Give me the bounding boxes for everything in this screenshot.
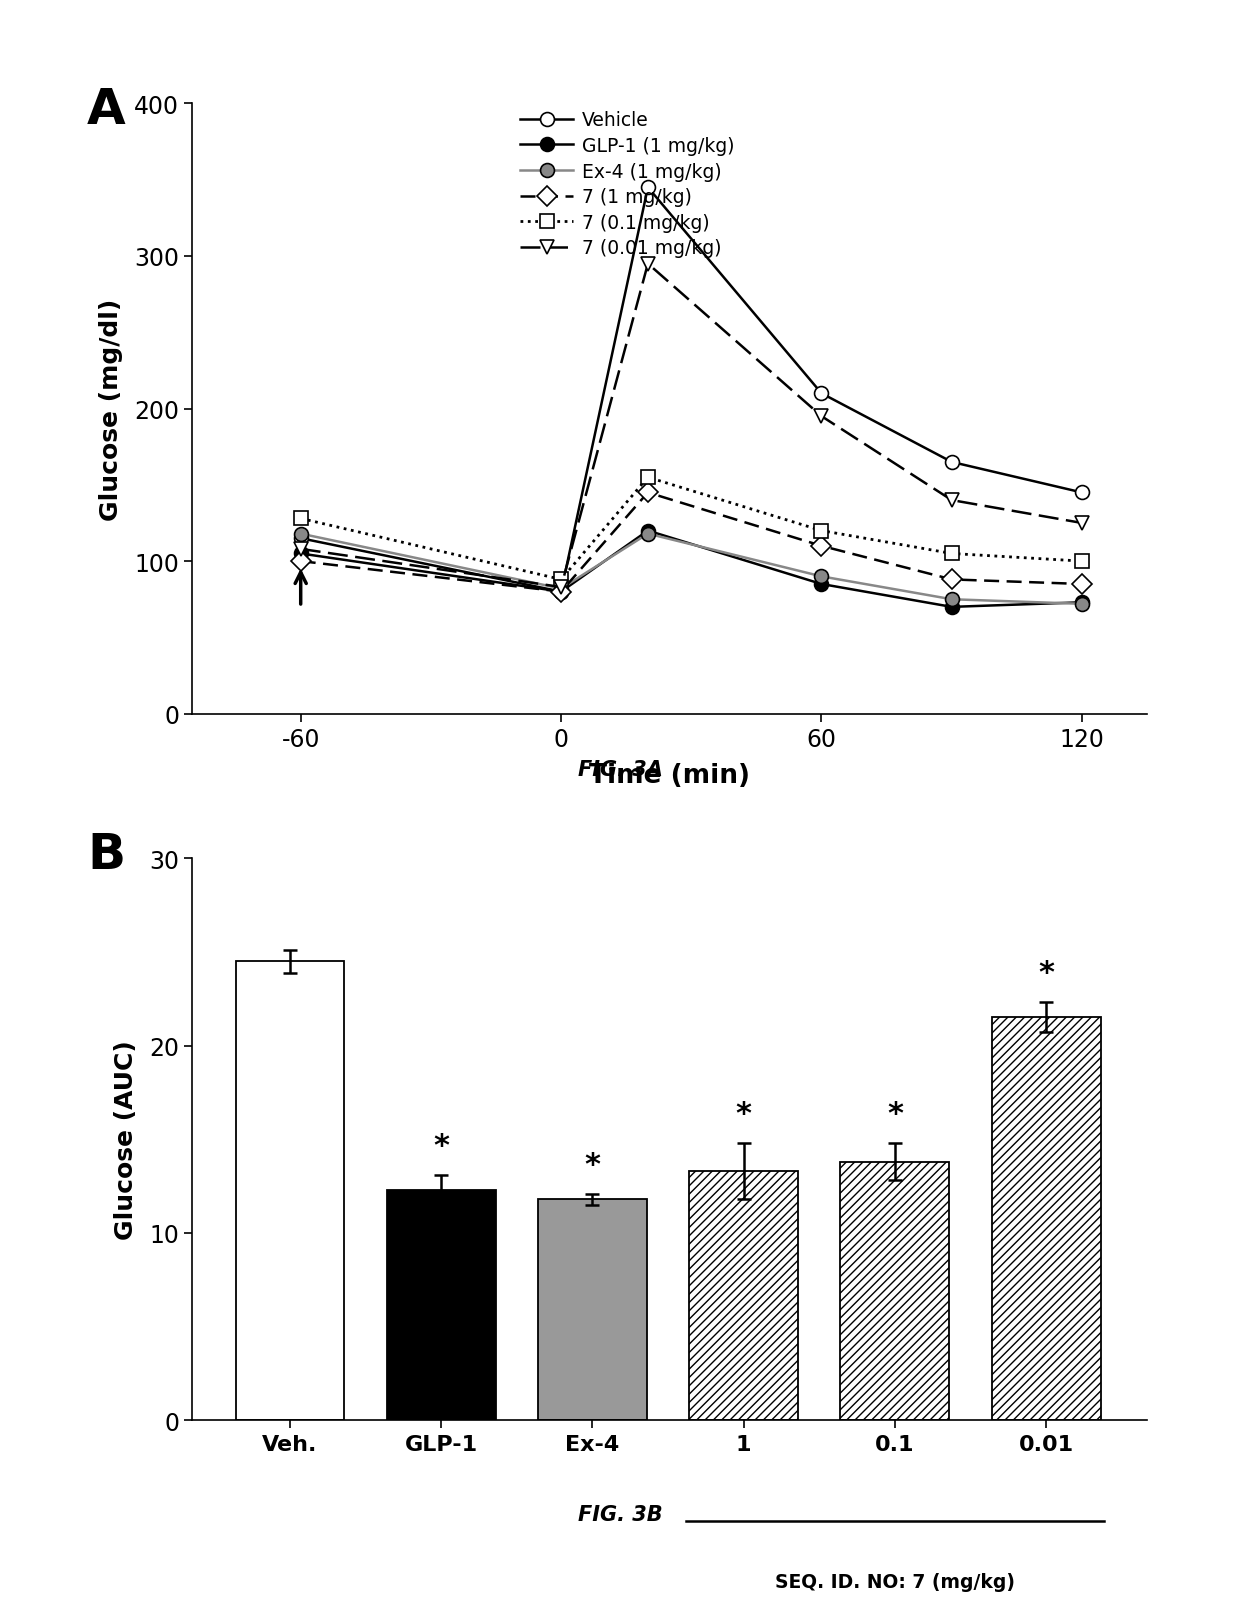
Ex-4 (1 mg/kg) (944, 591, 959, 610)
Legend: Vehicle, GLP-1 (1 mg/kg), Ex-4 (1 mg/kg), 7 (1 mg/kg), 7 (0.1 mg/kg), 7 (0.01 mg: Vehicle, GLP-1 (1 mg/kg), Ex-4 (1 mg/kg)… (517, 108, 739, 262)
7 (1 mg/kg) (1074, 575, 1089, 594)
7 (0.01 mg/kg) (1074, 514, 1089, 533)
Text: B: B (87, 831, 125, 878)
Bar (387, 1191, 496, 1420)
Text: *: * (735, 1099, 751, 1128)
Y-axis label: Glucose (mg/dl): Glucose (mg/dl) (99, 299, 123, 520)
7 (1 mg/kg) (640, 483, 655, 502)
7 (0.1 mg/kg) (1074, 552, 1089, 571)
7 (0.1 mg/kg) (553, 570, 568, 589)
Text: FIG. 3A: FIG. 3A (578, 759, 662, 778)
GLP-1 (1 mg/kg) (1074, 594, 1089, 613)
GLP-1 (1 mg/kg) (640, 522, 655, 541)
Text: *: * (433, 1132, 449, 1160)
Text: FIG. 3B: FIG. 3B (578, 1504, 662, 1523)
Vehicle (553, 583, 568, 602)
Text: *: * (1038, 958, 1054, 987)
Bar (689, 1172, 799, 1420)
Ex-4 (1 mg/kg) (293, 525, 308, 544)
Bar (841, 1162, 950, 1420)
7 (0.1 mg/kg) (293, 509, 308, 528)
Ex-4 (1 mg/kg) (1074, 595, 1089, 615)
Line: 7 (0.01 mg/kg): 7 (0.01 mg/kg) (294, 257, 1089, 594)
Ex-4 (1 mg/kg) (640, 525, 655, 544)
Ex-4 (1 mg/kg) (553, 579, 568, 599)
Text: A: A (87, 87, 126, 133)
Line: 7 (0.1 mg/kg): 7 (0.1 mg/kg) (294, 470, 1089, 587)
GLP-1 (1 mg/kg) (944, 597, 959, 616)
Y-axis label: Glucose (AUC): Glucose (AUC) (114, 1040, 138, 1239)
Ex-4 (1 mg/kg) (813, 567, 828, 586)
7 (0.01 mg/kg) (640, 255, 655, 274)
GLP-1 (1 mg/kg) (553, 583, 568, 602)
Vehicle (640, 178, 655, 197)
Vehicle (944, 453, 959, 472)
7 (0.01 mg/kg) (813, 408, 828, 427)
Vehicle (813, 384, 828, 403)
GLP-1 (1 mg/kg) (813, 575, 828, 594)
Text: *: * (887, 1099, 903, 1128)
X-axis label: Time (min): Time (min) (589, 762, 750, 788)
7 (0.01 mg/kg) (944, 491, 959, 510)
7 (0.1 mg/kg) (640, 469, 655, 488)
7 (0.01 mg/kg) (293, 539, 308, 559)
Line: 7 (1 mg/kg): 7 (1 mg/kg) (294, 486, 1089, 599)
Text: SEQ. ID. NO: 7 (mg/kg): SEQ. ID. NO: 7 (mg/kg) (775, 1573, 1014, 1591)
GLP-1 (1 mg/kg) (293, 544, 308, 563)
Vehicle (293, 530, 308, 549)
Line: GLP-1 (1 mg/kg): GLP-1 (1 mg/kg) (294, 525, 1089, 615)
7 (0.1 mg/kg) (944, 544, 959, 563)
Bar (538, 1199, 647, 1420)
7 (1 mg/kg) (293, 552, 308, 571)
Bar (236, 961, 345, 1420)
Text: *: * (584, 1149, 600, 1178)
Line: Vehicle: Vehicle (294, 181, 1089, 599)
7 (1 mg/kg) (553, 583, 568, 602)
7 (1 mg/kg) (813, 536, 828, 555)
7 (0.01 mg/kg) (553, 578, 568, 597)
Bar (992, 1018, 1101, 1420)
Line: Ex-4 (1 mg/kg): Ex-4 (1 mg/kg) (294, 528, 1089, 612)
Vehicle (1074, 483, 1089, 502)
7 (0.1 mg/kg) (813, 522, 828, 541)
7 (1 mg/kg) (944, 570, 959, 589)
